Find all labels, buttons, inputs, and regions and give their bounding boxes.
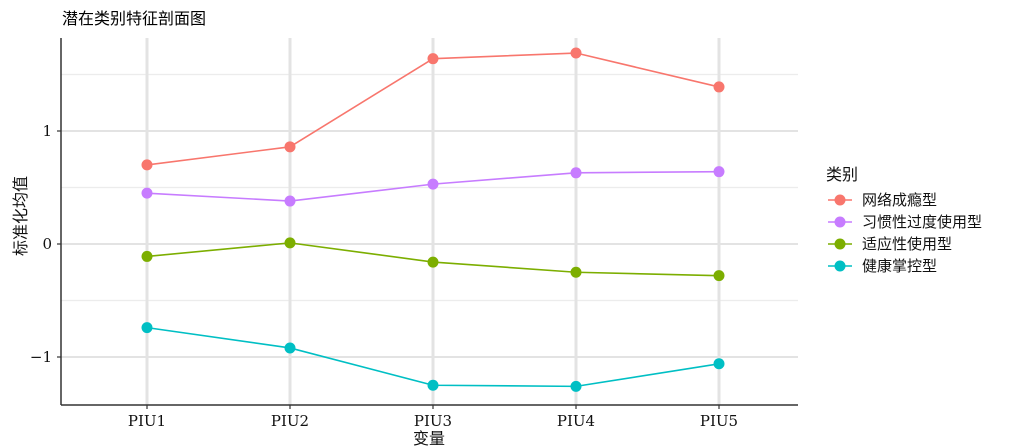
- x-tick-label: PIU2: [271, 412, 309, 430]
- axes-layer: [60, 38, 798, 406]
- data-point: [570, 167, 582, 179]
- x-tick-label: PIU5: [700, 412, 738, 430]
- grid-layer: [61, 38, 798, 405]
- y-tick-label: −1: [30, 348, 52, 366]
- legend-item: 适应性使用型: [828, 235, 952, 253]
- x-axis-title: 变量: [413, 429, 445, 448]
- data-point: [427, 379, 439, 391]
- x-tick-label: PIU4: [557, 412, 595, 430]
- data-point: [570, 380, 582, 392]
- data-point: [284, 342, 296, 354]
- data-point: [427, 53, 439, 65]
- series-3: [141, 322, 725, 392]
- legend-item: 习惯性过度使用型: [828, 213, 982, 231]
- data-point: [284, 195, 296, 207]
- series-layer: [141, 47, 725, 392]
- data-point: [141, 250, 153, 262]
- data-point: [141, 322, 153, 334]
- data-point: [427, 178, 439, 190]
- x-tick-label: PIU1: [128, 412, 166, 430]
- data-point: [284, 141, 296, 153]
- legend-marker: [834, 260, 846, 272]
- legend-marker: [834, 194, 846, 206]
- legend-marker: [834, 238, 846, 250]
- legend-marker: [834, 216, 846, 228]
- legend-label: 网络成瘾型: [862, 191, 937, 209]
- legend-item: 网络成瘾型: [828, 191, 937, 209]
- data-point: [713, 270, 725, 282]
- data-point: [570, 47, 582, 59]
- series-1: [141, 166, 725, 207]
- ticks-layer: 1 0 −1 PIU1 PIU2 PIU3 PIU4 PIU5: [30, 122, 738, 430]
- legend-label: 适应性使用型: [862, 235, 952, 253]
- legend-label: 健康掌控型: [862, 257, 937, 275]
- data-point: [284, 237, 296, 249]
- y-tick-label: 0: [42, 235, 52, 253]
- legend-title: 类别: [826, 165, 858, 184]
- data-point: [570, 266, 582, 278]
- chart-title: 潜在类别特征剖面图: [62, 9, 206, 28]
- data-point: [713, 166, 725, 178]
- series-0: [141, 47, 725, 171]
- series-2: [141, 237, 725, 282]
- x-tick-label: PIU3: [414, 412, 452, 430]
- y-axis-title: 标准化均值: [11, 176, 30, 256]
- data-point: [141, 159, 153, 171]
- data-point: [713, 81, 725, 93]
- legend-item: 健康掌控型: [828, 257, 937, 275]
- y-tick-label: 1: [42, 122, 52, 140]
- data-point: [713, 358, 725, 370]
- data-point: [427, 256, 439, 268]
- legend-label: 习惯性过度使用型: [862, 213, 982, 231]
- data-point: [141, 187, 153, 199]
